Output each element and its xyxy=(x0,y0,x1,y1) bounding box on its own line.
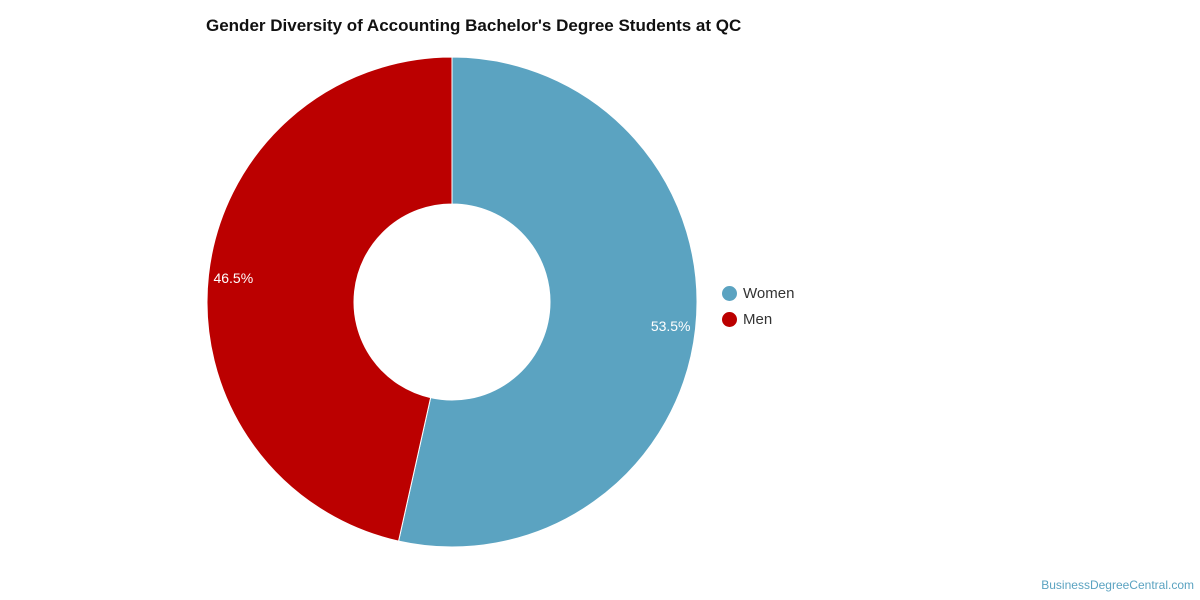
slice-men[interactable] xyxy=(206,56,453,542)
legend-swatch-icon xyxy=(722,311,737,327)
legend: Women Men xyxy=(722,280,794,332)
legend-item-men[interactable]: Men xyxy=(722,306,794,332)
watermark: BusinessDegreeCentral.com xyxy=(1041,578,1194,592)
legend-label: Men xyxy=(743,310,773,328)
legend-item-women[interactable]: Women xyxy=(722,280,794,306)
slice-women[interactable] xyxy=(397,56,698,548)
legend-label: Women xyxy=(743,284,795,302)
slice-label-women: 53.5% xyxy=(651,318,691,334)
legend-swatch-icon xyxy=(722,285,737,301)
chart-title: Gender Diversity of Accounting Bachelor'… xyxy=(206,16,742,35)
slice-label-men: 46.5% xyxy=(213,270,253,286)
